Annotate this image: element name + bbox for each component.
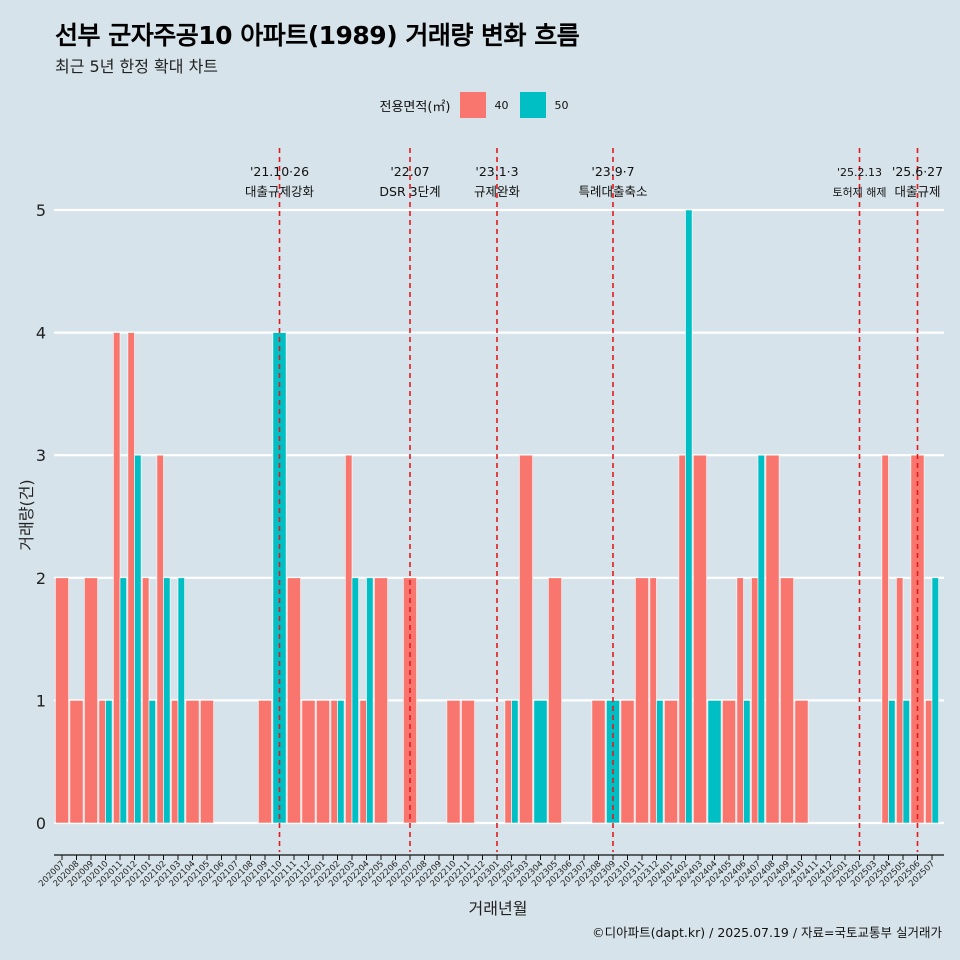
x-axis-label: 거래년월 bbox=[469, 899, 528, 918]
bar-40-202401 bbox=[664, 700, 678, 824]
bar-50-202012 bbox=[134, 454, 142, 824]
bar-40-202403 bbox=[693, 454, 707, 824]
legend-title: 전용면적(㎡) bbox=[379, 99, 451, 115]
bar-40-202302 bbox=[504, 700, 512, 824]
bar-40-202308 bbox=[591, 700, 606, 824]
event-date: '25.2.13 bbox=[837, 166, 882, 179]
legend-label-40: 40 bbox=[494, 98, 509, 112]
bar-40-202210 bbox=[446, 700, 461, 824]
caption: ©디아파트(dapt.kr) / 2025.07.19 / 자료=국토교통부 실… bbox=[592, 925, 942, 940]
event-date: '23.1·3 bbox=[475, 164, 518, 179]
legend-label-50: 50 bbox=[554, 98, 569, 112]
bar-40-202504 bbox=[881, 454, 889, 824]
bar-40-202203 bbox=[345, 454, 353, 824]
event-label: 규제완화 bbox=[474, 184, 521, 199]
y-axis: 0 1 2 3 4 5 bbox=[36, 201, 46, 833]
event-label: 토허제 해제 bbox=[832, 185, 886, 199]
bar-40-202505 bbox=[896, 577, 904, 824]
bar-50-202011 bbox=[119, 577, 127, 824]
bar-50-202505 bbox=[902, 700, 910, 824]
y-tick-label: 5 bbox=[36, 201, 46, 220]
legend-key-50 bbox=[520, 92, 547, 118]
bar-40-202012 bbox=[127, 332, 135, 824]
bar-40-202204 bbox=[359, 700, 367, 824]
y-tick-label: 0 bbox=[36, 814, 46, 833]
bar-50-202404 bbox=[707, 700, 722, 824]
event-label: 대출규제강화 bbox=[245, 184, 315, 199]
bar-40-202311 bbox=[635, 577, 649, 824]
bar-40-202205 bbox=[374, 577, 388, 824]
bar-40-202109 bbox=[258, 700, 272, 824]
bar-50-202304 bbox=[533, 700, 548, 824]
bar-40-202303 bbox=[519, 454, 533, 824]
bar-50-202203 bbox=[351, 577, 359, 824]
bar-40-202112 bbox=[301, 700, 316, 824]
bar-40-202101 bbox=[142, 577, 150, 824]
event-label: DSR 3단계 bbox=[379, 184, 440, 199]
bar-40-202312 bbox=[649, 577, 657, 824]
bar-50-202101 bbox=[148, 700, 156, 824]
bar-50-202102 bbox=[163, 577, 171, 824]
bar-40-202409 bbox=[780, 577, 794, 824]
bar-40-202310 bbox=[620, 700, 635, 824]
event-date: '22.07 bbox=[390, 164, 429, 179]
bar-40-202405 bbox=[722, 700, 736, 824]
bar-40-202008 bbox=[69, 700, 84, 824]
bar-50-202406 bbox=[743, 700, 751, 824]
legend: 전용면적(㎡) 40 50 bbox=[0, 92, 960, 118]
event-label: 특례대출축소 bbox=[578, 184, 647, 199]
x-axis: 2020072020082020092020102020112020122021… bbox=[37, 854, 944, 889]
bar-50-202103 bbox=[177, 577, 185, 824]
bar-40-202408 bbox=[765, 454, 780, 824]
chart-title: 선부 군자주공10 아파트(1989) 거래량 변화 흐름 bbox=[55, 21, 580, 50]
bar-40-202410 bbox=[794, 700, 809, 824]
legend-key-40 bbox=[460, 92, 487, 118]
bar-50-202202 bbox=[337, 700, 345, 824]
y-tick-label: 2 bbox=[36, 569, 46, 588]
bar-50-202507 bbox=[931, 577, 939, 824]
bar-40-202202 bbox=[330, 700, 338, 824]
bar-40-202402 bbox=[678, 454, 686, 824]
bar-40-202305 bbox=[548, 577, 562, 824]
bar-50-202402 bbox=[685, 209, 693, 824]
bar-50-202010 bbox=[105, 700, 113, 824]
bar-40-202201 bbox=[316, 700, 330, 824]
bar-40-202507 bbox=[925, 700, 933, 824]
event-date: '23.9·7 bbox=[591, 164, 634, 179]
bar-40-202407 bbox=[751, 577, 759, 824]
bar-40-202103 bbox=[171, 700, 179, 824]
event-lines: '21.10·26 대출규제강화 '22.07 DSR 3단계 '23.1·3 규제완화 '… bbox=[245, 148, 943, 852]
bar-40-202010 bbox=[98, 700, 106, 824]
bar-50-202204 bbox=[366, 577, 374, 824]
y-tick-label: 4 bbox=[36, 324, 46, 343]
bar-50-202312 bbox=[656, 700, 664, 824]
bars bbox=[55, 209, 939, 824]
bar-40-202211 bbox=[461, 700, 475, 824]
y-tick-label: 3 bbox=[36, 446, 46, 465]
bar-40-202011 bbox=[113, 332, 121, 824]
bar-40-202104 bbox=[185, 700, 200, 824]
event-date: '21.10·26 bbox=[250, 164, 309, 179]
bar-50-202110 bbox=[272, 332, 287, 824]
bar-40-202105 bbox=[200, 700, 214, 824]
bar-50-202504 bbox=[888, 700, 896, 824]
chart-subtitle: 최근 5년 한정 확대 차트 bbox=[55, 57, 219, 76]
event-label: 대출규제 bbox=[894, 184, 940, 199]
bar-40-202007 bbox=[55, 577, 69, 824]
bar-50-202302 bbox=[511, 700, 519, 824]
bar-50-202407 bbox=[757, 454, 765, 824]
event-date: '25.6·27 bbox=[892, 164, 943, 179]
y-axis-label: 거래량(건) bbox=[17, 479, 36, 550]
bar-40-202009 bbox=[84, 577, 98, 824]
bar-40-202102 bbox=[156, 454, 164, 824]
y-tick-label: 1 bbox=[36, 691, 46, 710]
bar-40-202406 bbox=[736, 577, 744, 824]
bar-40-202111 bbox=[287, 577, 301, 824]
